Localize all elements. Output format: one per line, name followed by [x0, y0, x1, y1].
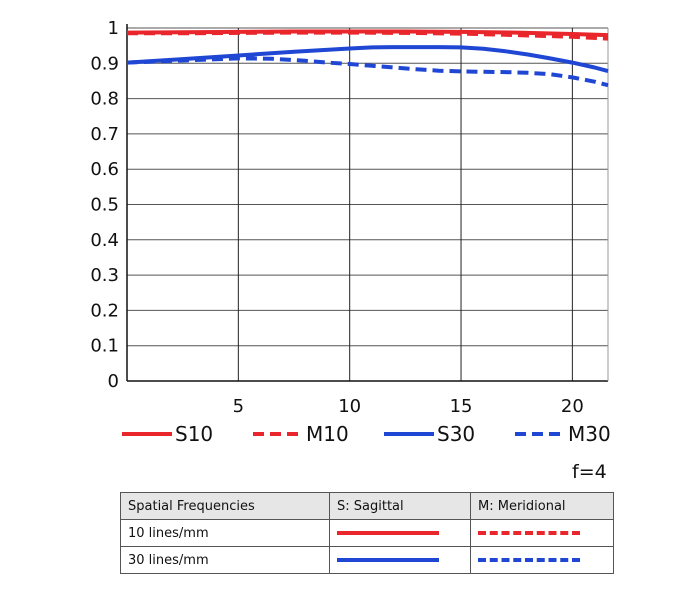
blue-solid-line-icon — [337, 558, 439, 562]
y-tick-label: 0.5 — [90, 195, 119, 216]
sagittal-10-swatch — [329, 519, 471, 547]
blue-dashed-line-icon — [478, 558, 580, 562]
mtf-chart: 0 0.1 0.2 0.3 0.4 0.5 0.6 0.7 0.8 0.9 1 5 10 15 20 S1… — [90, 18, 611, 446]
legend-label-s10: S10 — [175, 422, 213, 446]
legend: S10 M10 S30 M30 — [122, 422, 611, 446]
y-tick-label: 0.7 — [90, 124, 119, 145]
y-tick-label: 0 — [108, 371, 119, 392]
aperture-label: f=4 — [572, 461, 607, 483]
header-meridional: M: Meridional — [470, 492, 614, 520]
legend-label-s30: S30 — [437, 422, 475, 446]
legend-label-m30: M30 — [568, 422, 611, 446]
y-tick-label: 0.6 — [90, 159, 119, 180]
series-m30-line — [126, 56, 609, 88]
series-s30-line — [126, 45, 609, 74]
y-tick-label: 1 — [108, 18, 119, 39]
series-s10-line — [126, 29, 609, 38]
series-lines — [126, 29, 609, 88]
y-tick-label: 0.2 — [90, 300, 119, 321]
table-header-row: Spatial Frequencies S: Sagittal M: Merid… — [120, 492, 614, 520]
y-tick-label: 0.8 — [90, 89, 119, 110]
meridional-30-swatch — [470, 546, 614, 574]
row-label: 30 lines/mm — [120, 546, 330, 574]
red-dashed-line-icon — [478, 531, 580, 535]
y-tick-label: 0.9 — [90, 53, 119, 74]
axes — [126, 24, 609, 382]
row-label: 10 lines/mm — [120, 519, 330, 547]
meridional-10-swatch — [470, 519, 614, 547]
x-tick-labels: 5 10 15 20 — [233, 396, 584, 417]
x-tick-label: 5 — [233, 396, 244, 417]
red-solid-line-icon — [337, 531, 439, 535]
header-sagittal: S: Sagittal — [329, 492, 471, 520]
frequency-table: Spatial Frequencies S: Sagittal M: Merid… — [120, 492, 614, 574]
grid-lines — [127, 27, 608, 382]
header-spatial-frequencies: Spatial Frequencies — [120, 492, 330, 520]
x-tick-label: 10 — [338, 396, 361, 417]
x-tick-label: 15 — [450, 396, 473, 417]
x-tick-label: 20 — [561, 396, 584, 417]
legend-label-m10: M10 — [306, 422, 349, 446]
series-m10-line — [127, 30, 609, 41]
y-tick-label: 0.4 — [90, 230, 119, 251]
sagittal-30-swatch — [329, 546, 471, 574]
table-row: 10 lines/mm — [120, 519, 614, 547]
table-row: 30 lines/mm — [120, 546, 614, 574]
y-tick-labels: 0 0.1 0.2 0.3 0.4 0.5 0.6 0.7 0.8 0.9 1 — [90, 18, 119, 392]
y-tick-label: 0.1 — [90, 336, 119, 357]
y-tick-label: 0.3 — [90, 265, 119, 286]
